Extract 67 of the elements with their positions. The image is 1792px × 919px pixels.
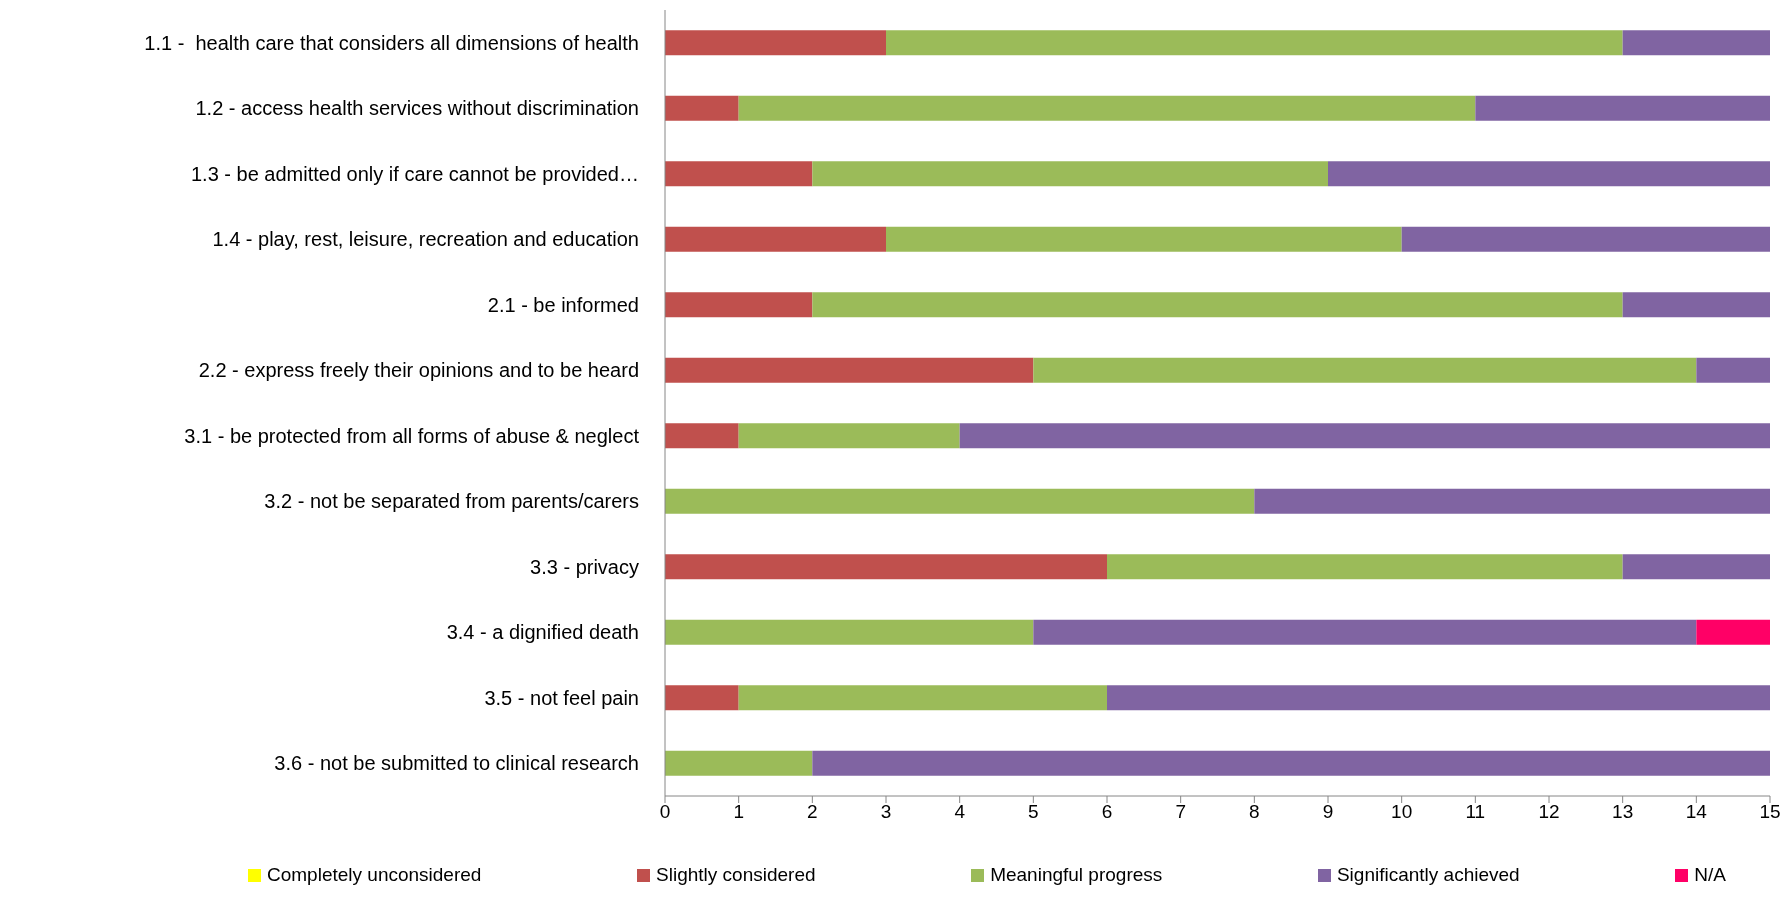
x-tick-label: 11	[1465, 801, 1486, 823]
bar	[1622, 30, 1770, 56]
x-tick-label: 7	[1175, 801, 1186, 823]
bar	[812, 750, 1770, 776]
bar	[665, 488, 1255, 514]
x-tick-label: 10	[1391, 801, 1413, 823]
bar	[665, 619, 1034, 645]
x-tick-label: 2	[807, 801, 818, 823]
legend-label: Completely unconsidered	[267, 864, 482, 886]
y-tick-label: 3.3 - privacy	[530, 555, 639, 578]
legend-label: Significantly achieved	[1336, 864, 1520, 886]
bar	[1622, 554, 1770, 580]
y-tick-label: 1.2 - access health services without discrimination	[195, 97, 639, 120]
bar	[665, 30, 886, 56]
y-tick-label: 2.2 - express freely their opinions and to be heard	[198, 359, 639, 382]
bar	[1696, 357, 1770, 383]
y-tick-label: 1.1 - health care that considers all dimensions of health	[144, 31, 639, 54]
bar	[665, 161, 813, 187]
bar	[665, 357, 1034, 383]
x-tick-label: 0	[659, 801, 671, 823]
y-tick-label: 1.3 - be admitted only if care cannot be provided…	[190, 162, 639, 185]
x-tick-label: 1	[733, 801, 744, 823]
y-tick-label: 3.5 - not feel pain	[484, 686, 639, 709]
x-tick-label: 8	[1249, 801, 1260, 823]
bar	[665, 750, 813, 776]
x-tick-label: 9	[1322, 801, 1334, 823]
bar	[1107, 554, 1623, 580]
bar	[812, 292, 1623, 318]
bar	[665, 292, 813, 318]
bar	[886, 226, 1402, 252]
bar	[1328, 161, 1770, 187]
legend-label: N/A	[1694, 864, 1726, 886]
x-tick-label: 13	[1612, 801, 1634, 823]
x-tick-label: 15	[1759, 801, 1781, 823]
y-tick-label: 3.2 - not be separated from parents/carers	[264, 490, 639, 513]
bar	[665, 554, 1107, 580]
x-tick-label: 6	[1101, 801, 1113, 823]
bar	[1622, 292, 1770, 318]
bar	[1033, 619, 1697, 645]
bar	[738, 423, 960, 449]
x-tick-label: 4	[954, 801, 966, 823]
y-tick-label: 3.1 - be protected from all forms of abuse & neglect	[184, 424, 640, 447]
bar	[1475, 95, 1770, 121]
y-tick-label: 3.6 - not be submitted to clinical research	[274, 752, 639, 775]
bar	[1696, 619, 1770, 645]
bar	[738, 685, 1107, 711]
y-tick-label: 3.4 - a dignified death	[446, 621, 639, 644]
bar	[1401, 226, 1770, 252]
bar	[665, 423, 739, 449]
y-tick-label: 1.4 - play, rest, leisure, recreation and education	[212, 228, 639, 251]
x-tick-label: 3	[880, 801, 892, 823]
bar	[812, 161, 1328, 187]
x-tick-label: 14	[1685, 801, 1708, 823]
bar	[665, 685, 739, 711]
bar	[886, 30, 1623, 56]
bar	[959, 423, 1770, 449]
legend-label: Slightly considered	[656, 864, 816, 886]
x-tick-label: 5	[1028, 801, 1039, 823]
bar	[1107, 685, 1770, 711]
bar	[665, 226, 886, 252]
legend-label: Meaningful progress	[990, 864, 1163, 886]
x-tick-label: 12	[1538, 801, 1560, 823]
bar	[665, 95, 739, 121]
bar	[1033, 357, 1697, 383]
y-tick-label: 2.1 - be informed	[487, 293, 639, 316]
bar	[1254, 488, 1770, 514]
bar	[738, 95, 1476, 121]
